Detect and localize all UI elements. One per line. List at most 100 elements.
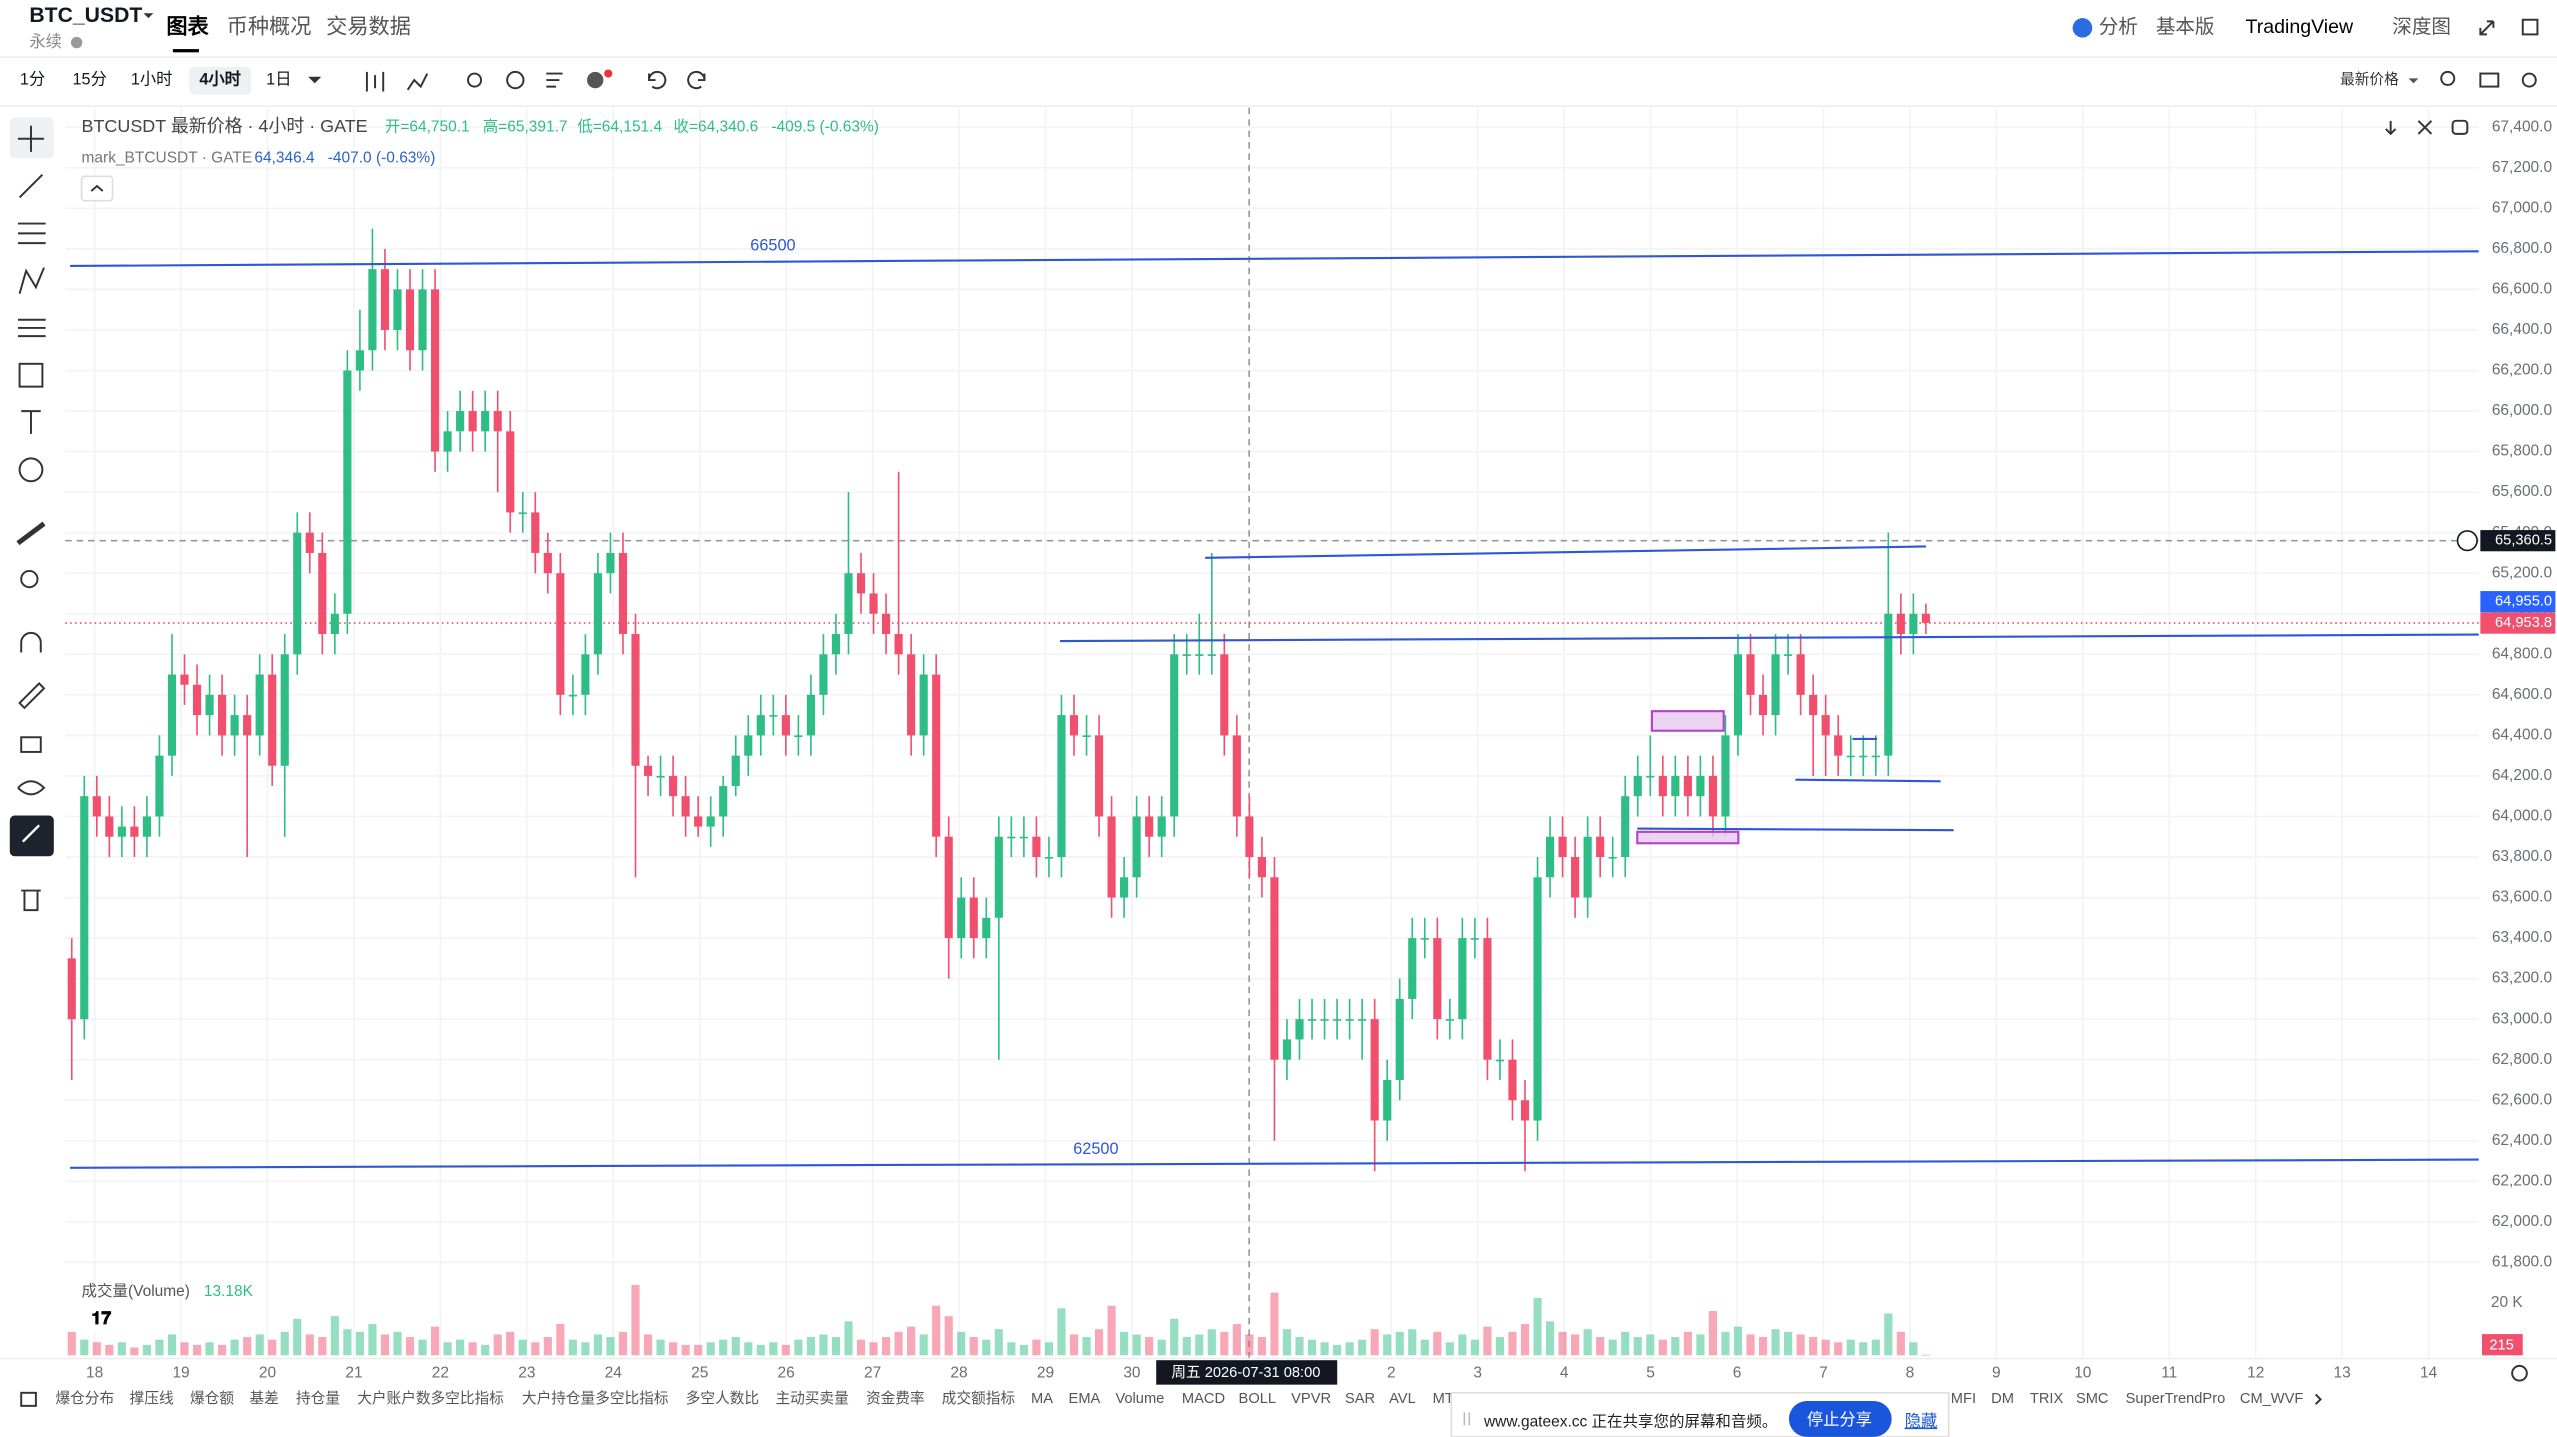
channel-tool[interactable]	[17, 318, 46, 338]
lock-draw-tool[interactable]	[18, 682, 46, 710]
stop-share[interactable]: 停止分享	[1807, 1411, 1872, 1429]
indicator-tab[interactable]: VPVR	[1291, 1391, 1331, 1407]
indicator-tab[interactable]: 基差	[250, 1390, 279, 1407]
indicator-tab[interactable]: BOLL	[1239, 1391, 1276, 1407]
redo-icon[interactable]	[687, 70, 706, 90]
settings-icon[interactable]	[2521, 72, 2537, 88]
indicator-tab[interactable]: 多空人数比	[686, 1390, 759, 1407]
price-source[interactable]: 最新价格	[2340, 71, 2399, 88]
indicator-tab[interactable]: SMC	[2076, 1391, 2109, 1407]
trendline-tool[interactable]	[18, 173, 44, 199]
price-source-dropdown[interactable]	[2408, 78, 2419, 84]
indicator-tab[interactable]: 大户持仓量多空比指标	[522, 1390, 669, 1407]
indicator-tab[interactable]: 持仓量	[296, 1390, 340, 1407]
scroll-icon[interactable]	[2385, 120, 2397, 136]
trend-line[interactable]	[1795, 778, 1941, 783]
tab[interactable]: 图表	[166, 14, 209, 38]
symbol[interactable]: BTC_USDT	[29, 4, 142, 27]
collapse-button[interactable]	[80, 175, 114, 202]
indicator-tab[interactable]: 成交额指标	[942, 1389, 1016, 1407]
zone-box[interactable]	[1636, 830, 1740, 845]
zoom-tool[interactable]	[20, 569, 39, 589]
tabs-more[interactable]	[2314, 1393, 2322, 1405]
alert-icon[interactable]	[467, 72, 483, 88]
interval[interactable]: 1分	[20, 70, 45, 88]
pattern-tool[interactable]	[18, 267, 45, 294]
trend-line[interactable]	[1059, 633, 2479, 643]
indicator-tab[interactable]: Volume	[1115, 1391, 1164, 1407]
indicator-icon[interactable]	[20, 1391, 37, 1407]
expand-icon[interactable]	[2479, 20, 2495, 36]
tab[interactable]: 币种概况	[227, 14, 312, 38]
interval[interactable]: 4小时	[199, 70, 241, 88]
indicator-tab[interactable]: 撑压线	[130, 1390, 174, 1407]
tab[interactable]: 交易数据	[326, 14, 411, 38]
indicator-tab[interactable]: MT	[1433, 1391, 1454, 1407]
templates-icon[interactable]	[546, 72, 563, 88]
fib-tool[interactable]	[17, 222, 46, 245]
fit-icon[interactable]	[2417, 120, 2433, 135]
undo-icon[interactable]	[648, 70, 667, 90]
indicator-tab[interactable]: MFI	[1951, 1391, 1976, 1407]
candle-body	[1746, 654, 1755, 695]
window-icon[interactable]	[2521, 18, 2539, 36]
search-icon[interactable]	[2440, 70, 2456, 86]
indicator-tab[interactable]: 爆仓分布	[55, 1390, 114, 1407]
trend-line[interactable]	[1637, 827, 1954, 832]
candle-body	[205, 694, 214, 716]
candle-body	[1646, 775, 1655, 778]
indicator-tab[interactable]: AVL	[1389, 1391, 1416, 1407]
interval-dropdown[interactable]	[308, 76, 322, 84]
lock-tool[interactable]	[20, 736, 42, 753]
volume-bar	[343, 1329, 352, 1356]
candle-type-icon[interactable]	[365, 71, 385, 92]
tradingview[interactable]: TradingView	[2246, 16, 2354, 38]
indicator-tab[interactable]: SAR	[1345, 1391, 1375, 1407]
link-tool-active[interactable]	[9, 815, 54, 857]
delete-tool[interactable]	[21, 889, 41, 912]
indicator-tab[interactable]: SuperTrendPro	[2126, 1391, 2226, 1407]
trend-line[interactable]	[70, 1158, 2479, 1169]
emoji-tool[interactable]	[18, 457, 44, 483]
crosshair-add[interactable]	[2456, 530, 2478, 552]
crosshair-tool[interactable]	[17, 125, 45, 152]
indicator-tab[interactable]: 主动买卖量	[775, 1390, 848, 1407]
interval[interactable]: 15分	[72, 70, 106, 88]
symbol-dropdown[interactable]	[143, 13, 154, 19]
stop-share-button[interactable]	[1788, 1400, 1892, 1437]
analysis[interactable]: 分析	[2099, 16, 2138, 38]
depth-chart[interactable]: 深度图	[2392, 16, 2451, 38]
ruler-tool[interactable]	[16, 521, 46, 546]
indicator-tab[interactable]: DM	[1991, 1391, 2014, 1407]
indicators-icon[interactable]	[406, 73, 429, 91]
analysis-icon[interactable]	[2072, 18, 2093, 38]
candle-body	[1082, 735, 1091, 738]
interval[interactable]: 1日	[266, 70, 291, 88]
reset-icon[interactable]	[2451, 119, 2469, 135]
indicator-tab[interactable]: EMA	[1069, 1391, 1101, 1407]
info-icon[interactable]	[70, 36, 83, 49]
indicator-tab[interactable]: MACD	[1182, 1391, 1225, 1407]
volume-bar	[1846, 1339, 1855, 1356]
shape-tool[interactable]	[18, 362, 44, 388]
x-tick-label: 11	[2161, 1364, 2177, 1381]
basic-version[interactable]: 基本版	[2156, 16, 2215, 38]
replay-icon[interactable]	[506, 70, 525, 90]
axis-settings[interactable]	[2511, 1364, 2528, 1382]
interval[interactable]: 1小时	[131, 70, 173, 88]
indicator-tab[interactable]: 大户账户数多空比指标	[357, 1390, 504, 1407]
indicator-tab[interactable]: CM_WVF	[2240, 1391, 2304, 1407]
magnet-tool[interactable]	[20, 631, 42, 653]
indicator-tab[interactable]: MA	[1031, 1391, 1053, 1407]
zone-box[interactable]	[1650, 710, 1725, 732]
indicator-tab[interactable]: 爆仓额	[190, 1390, 234, 1407]
indicator-tab[interactable]: 资金费率	[866, 1390, 925, 1407]
trend-line[interactable]	[1205, 545, 1926, 559]
camera-icon[interactable]	[2479, 72, 2500, 88]
visibility-tool[interactable]	[17, 780, 46, 796]
hide-share[interactable]: 隐藏	[1905, 1412, 1938, 1430]
text-tool[interactable]	[21, 410, 41, 434]
add-icon[interactable]	[587, 71, 604, 89]
trend-line[interactable]	[70, 250, 2479, 268]
indicator-tab[interactable]: TRIX	[2030, 1391, 2064, 1407]
